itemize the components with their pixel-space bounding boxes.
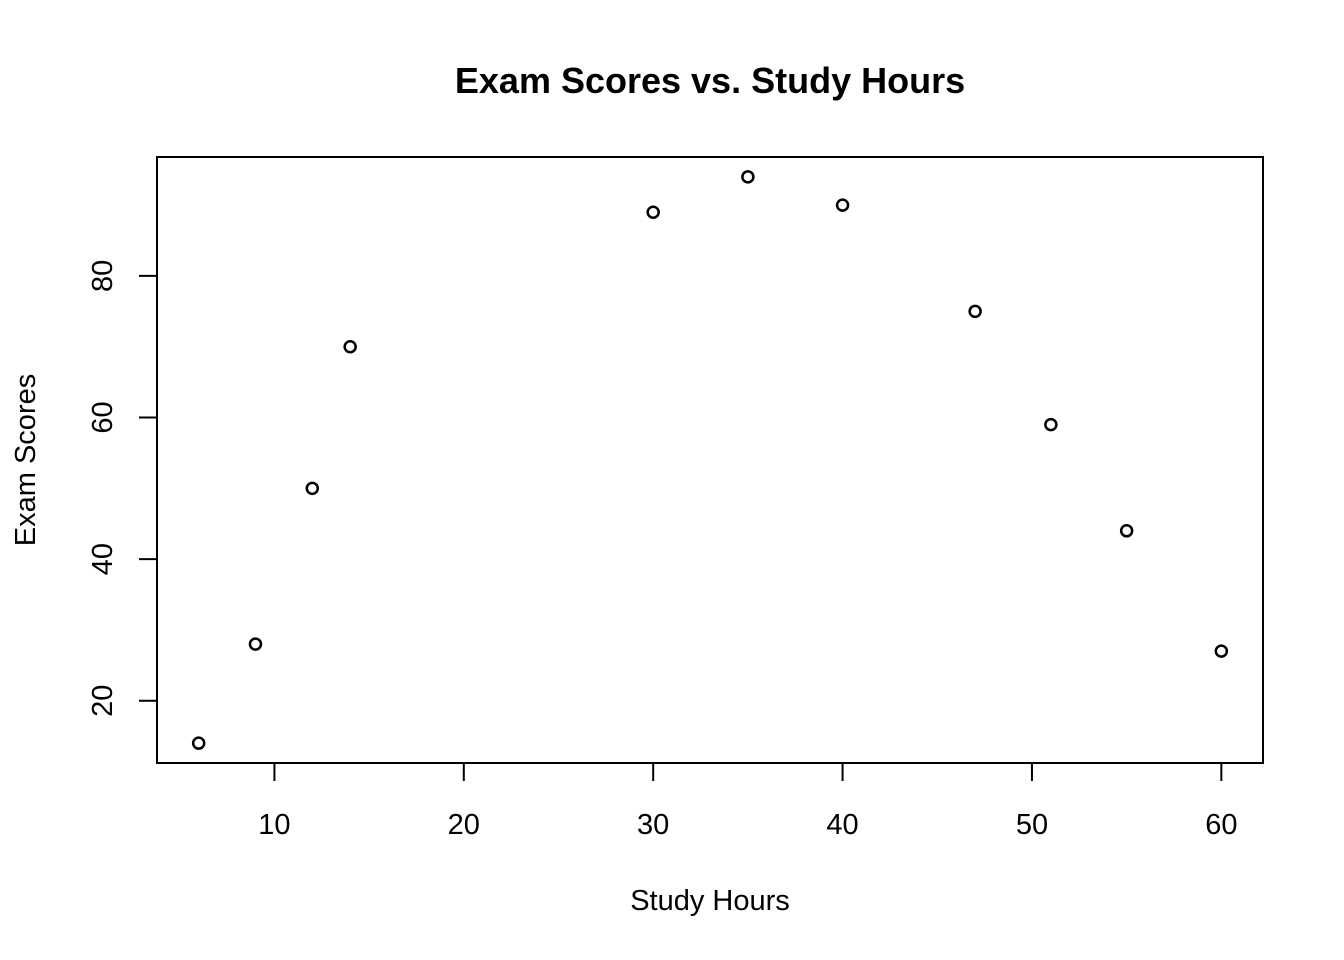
chart-title: Exam Scores vs. Study Hours: [455, 60, 965, 101]
data-point: [1119, 524, 1134, 538]
data-point: [305, 481, 320, 496]
data-point: [1214, 644, 1229, 658]
data-point: [191, 736, 206, 750]
x-tick-label: 20: [448, 809, 480, 841]
plot-frame: [156, 156, 1264, 764]
y-tick-label: 80: [87, 260, 119, 292]
x-tick-label: 30: [637, 809, 669, 841]
y-tick-label: 60: [87, 401, 119, 433]
data-point: [343, 339, 357, 354]
x-tick-label: 40: [826, 809, 858, 841]
data-point: [1044, 417, 1058, 432]
y-axis-label: Exam Scores: [10, 374, 42, 546]
x-axis-label: Study Hours: [630, 885, 790, 917]
data-point: [646, 205, 660, 219]
y-tick-label: 20: [87, 685, 119, 717]
data-point: [968, 304, 982, 319]
x-axis: 10 20 30 40 50 60: [258, 762, 1237, 841]
y-tick-label: 40: [87, 543, 119, 575]
data-points: [191, 170, 1229, 750]
y-axis: 20 40 60 80: [87, 260, 158, 717]
x-tick-label: 60: [1205, 809, 1237, 841]
x-tick-label: 50: [1016, 809, 1048, 841]
data-point: [248, 637, 263, 651]
data-point: [835, 198, 850, 212]
x-tick-label: 10: [258, 809, 290, 841]
data-point: [741, 170, 755, 184]
